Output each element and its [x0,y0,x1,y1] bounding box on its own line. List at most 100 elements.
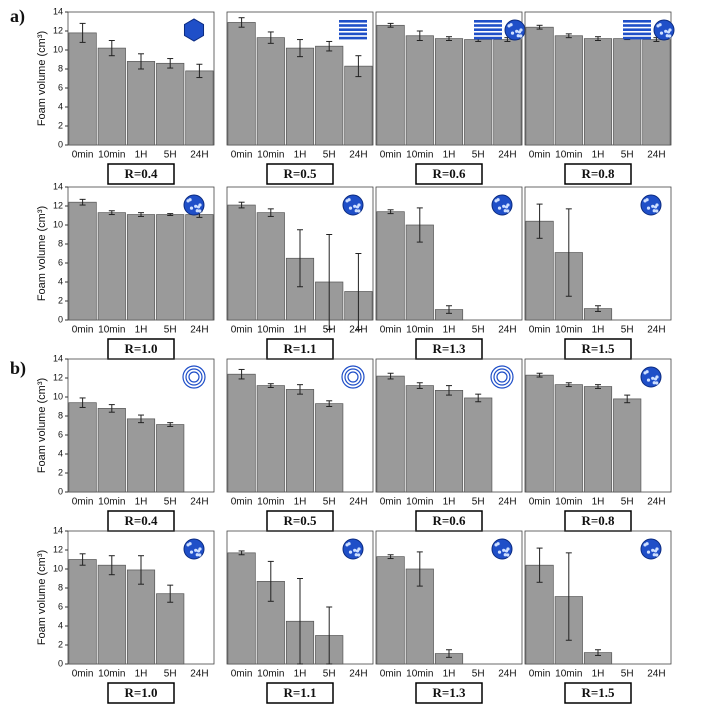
bar [315,45,344,146]
x-tick-label: 24H [498,150,516,161]
bar [156,214,185,321]
label-box [266,682,334,704]
panel-r-label: R=0.4 [124,166,158,181]
x-tick-label: 0min [231,150,253,161]
y-tick-label: 4 [58,101,63,111]
icon [646,378,651,382]
error-bar [416,207,423,243]
error-bar [536,24,543,30]
x-tick-label: 24H [190,150,208,161]
icon [517,30,522,34]
panel-r-label: R=0.5 [283,513,317,528]
x-tick-label: 24H [190,325,208,336]
panel-r-label: R=0.4 [124,513,158,528]
y-tick-label: 14 [53,6,63,16]
x-tick-label: 24H [647,150,665,161]
bar [405,385,434,493]
icon [497,550,502,554]
x-tick-label: 0min [72,150,94,161]
error-bar [326,234,333,330]
x-tick-label: 24H [498,325,516,336]
x-tick-label: 5H [472,497,485,508]
icon [497,206,502,210]
y-tick-label: 14 [53,525,63,535]
y-tick-label: 6 [58,257,63,267]
error-bar [416,382,423,389]
icon [355,549,360,553]
bar [227,373,256,493]
icon [341,365,365,389]
bar [376,375,405,493]
x-tick-label: 10min [257,325,284,336]
x-tick-label: 10min [98,497,125,508]
icon [348,550,353,554]
x-tick-label: 24H [498,669,516,680]
error-bar [595,649,601,656]
bar [285,389,315,493]
panel-r-label: R=0.6 [432,166,466,181]
x-tick-label: 1H [135,150,148,161]
y-tick-label: 6 [58,429,63,439]
x-tick-label: 10min [406,669,433,680]
bar [376,211,405,321]
y-tick-label: 0 [58,486,63,496]
error-bar [297,384,303,395]
label-box [415,163,483,185]
error-bar [167,584,174,603]
y-tick-label: 4 [58,448,63,458]
x-tick-label: 10min [406,497,433,508]
icon [185,368,203,386]
bar [227,22,256,146]
icon [354,553,358,557]
x-tick-label: 0min [529,669,551,680]
error-bar [446,305,452,314]
error-bar [387,554,394,560]
icon [646,550,651,554]
panel-r-label: R=1.1 [283,685,316,700]
bar [126,569,156,665]
x-tick-label: 24H [349,497,367,508]
icon [653,549,658,553]
icon [503,209,507,213]
icon [194,548,198,552]
label-box [415,682,483,704]
icon [510,31,515,35]
icon [194,204,198,208]
x-tick-label: 1H [443,325,456,336]
error-bar [536,203,543,239]
icon [357,209,361,213]
panel-r-label: R=1.0 [124,685,157,700]
panel-r-label: R=1.5 [581,685,615,700]
error-bar [108,40,115,57]
label-box [107,163,175,185]
error-bar [297,578,303,665]
x-tick-label: 0min [529,150,551,161]
icon [519,34,523,38]
error-bar [138,212,144,217]
bar [554,384,583,493]
x-tick-label: 5H [164,669,177,680]
bar [315,403,344,493]
error-bar [536,547,543,583]
error-bar [595,305,601,312]
icon [659,31,664,35]
error-bar [446,36,452,41]
bar [256,37,285,146]
error-bar [355,55,362,78]
icon [493,368,511,386]
icon [357,553,361,557]
bar [126,418,156,493]
icon [182,365,206,389]
icon [646,206,651,210]
panel-r-label: R=1.3 [432,685,466,700]
bar [126,214,156,321]
icon [651,204,655,208]
y-tick-label: 0 [58,314,63,324]
icon [490,365,514,389]
error-bar [196,63,203,79]
icon [504,549,509,553]
bar [256,385,285,493]
icon [623,36,651,40]
icon [652,553,656,557]
bar [493,39,522,146]
